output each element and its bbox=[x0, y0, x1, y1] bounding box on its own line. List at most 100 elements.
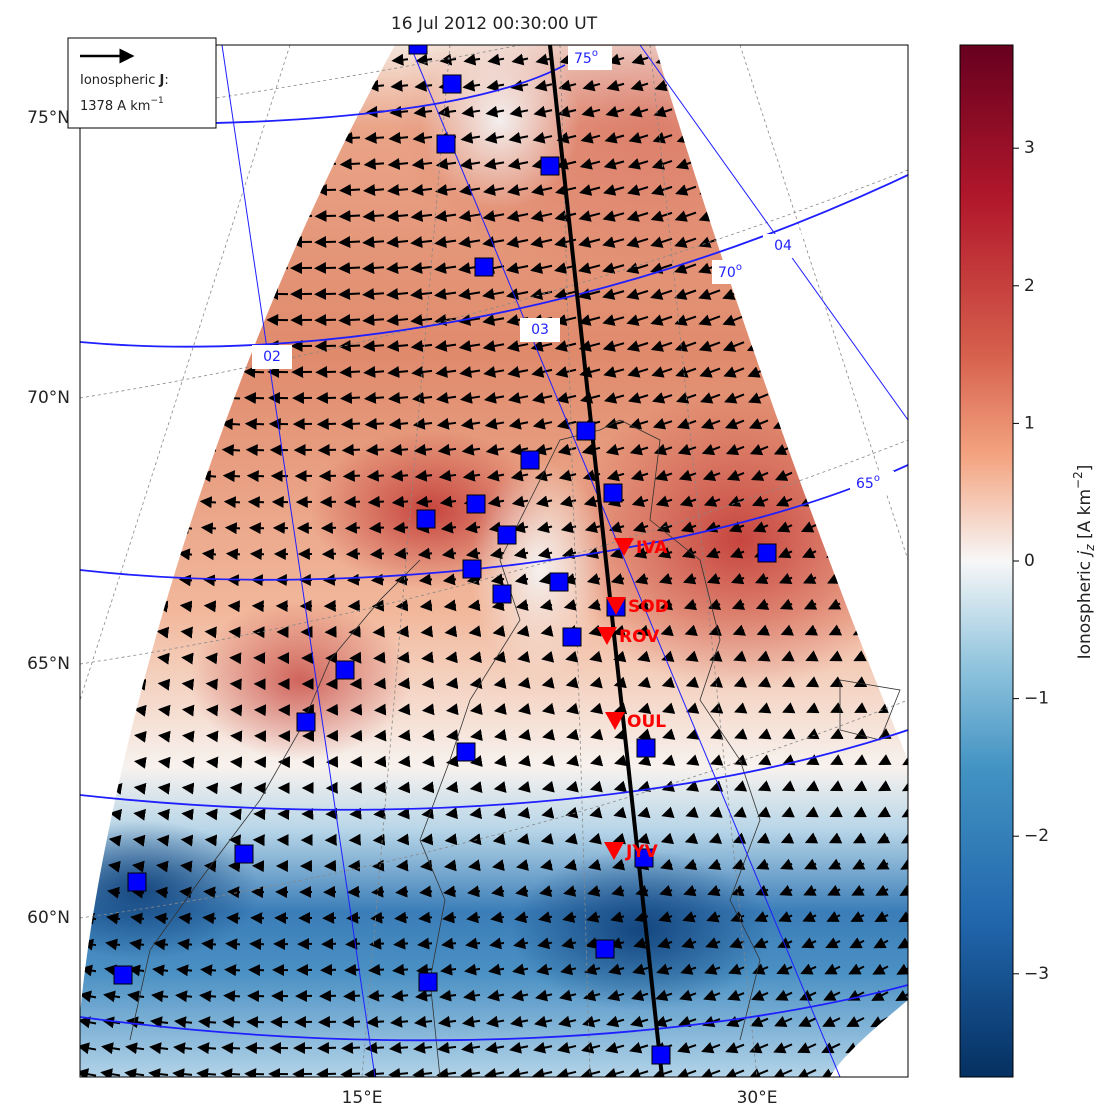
current-arrow bbox=[247, 1048, 264, 1049]
current-arrow bbox=[420, 917, 432, 918]
current-arrow bbox=[342, 1074, 360, 1075]
current-arrow bbox=[184, 762, 192, 763]
current-arrow bbox=[828, 551, 840, 557]
current-arrow bbox=[853, 577, 864, 583]
current-arrow bbox=[196, 241, 216, 242]
current-arrow bbox=[896, 1018, 912, 1027]
current-arrow bbox=[126, 397, 144, 400]
current-arrow bbox=[868, 211, 888, 221]
current-arrow bbox=[851, 525, 864, 532]
current-arrow bbox=[176, 449, 192, 451]
current-arrow bbox=[223, 424, 240, 425]
current-arrow bbox=[133, 579, 144, 581]
current-arrow bbox=[202, 969, 216, 970]
current-arrow bbox=[84, 553, 96, 555]
current-arrow bbox=[246, 398, 264, 399]
current-arrow bbox=[369, 475, 384, 476]
current-arrow bbox=[726, 135, 744, 142]
current-arrow bbox=[446, 605, 456, 606]
current-arrow bbox=[174, 397, 192, 399]
current-arrow bbox=[343, 112, 360, 113]
colorbar-tick-label: 1 bbox=[1024, 413, 1035, 433]
legend-value: 1378 bbox=[80, 99, 113, 114]
current-arrow bbox=[774, 394, 792, 402]
current-arrow bbox=[76, 292, 96, 296]
current-arrow bbox=[106, 501, 120, 503]
current-arrow bbox=[204, 554, 216, 555]
current-arrow bbox=[424, 684, 432, 685]
mlt-label: 02 bbox=[263, 349, 281, 365]
current-arrow bbox=[400, 762, 408, 763]
current-arrow bbox=[902, 603, 912, 609]
current-arrow bbox=[208, 762, 216, 763]
current-arrow bbox=[796, 315, 816, 324]
current-arrow bbox=[131, 527, 144, 529]
current-arrow bbox=[347, 528, 360, 529]
magnetometer bbox=[128, 873, 146, 891]
current-arrow bbox=[200, 449, 216, 450]
magnetometer bbox=[550, 573, 568, 591]
current-arrow bbox=[369, 59, 384, 60]
current-arrow bbox=[320, 450, 336, 451]
colorbar-unit: [A km bbox=[1075, 489, 1095, 544]
current-arrow bbox=[82, 501, 96, 504]
current-arrow bbox=[172, 215, 192, 217]
current-arrow bbox=[230, 866, 240, 867]
current-arrow bbox=[102, 397, 120, 400]
current-arrow bbox=[112, 761, 120, 762]
current-arrow bbox=[134, 631, 144, 632]
current-arrow bbox=[897, 472, 912, 480]
current-arrow bbox=[316, 242, 336, 243]
current-arrow bbox=[798, 160, 816, 168]
current-arrow bbox=[180, 917, 192, 918]
current-arrow bbox=[393, 59, 408, 60]
current-arrow bbox=[135, 657, 144, 658]
current-arrow bbox=[821, 367, 840, 376]
current-arrow bbox=[398, 866, 408, 867]
magnetometer bbox=[637, 739, 655, 757]
current-arrow bbox=[341, 372, 360, 373]
current-arrow bbox=[375, 840, 384, 841]
current-arrow bbox=[345, 60, 360, 61]
current-arrow bbox=[343, 1048, 360, 1049]
current-arrow bbox=[726, 160, 744, 167]
current-arrow bbox=[773, 186, 792, 194]
current-arrow bbox=[748, 290, 768, 298]
current-field bbox=[20, 0, 920, 1079]
current-arrow bbox=[160, 684, 168, 685]
current-arrow bbox=[178, 969, 192, 970]
current-arrow bbox=[424, 762, 432, 763]
colorbar-label: Ionospheric jz [A km−2] bbox=[1071, 465, 1097, 660]
current-arrow bbox=[85, 579, 96, 581]
current-arrow bbox=[372, 918, 384, 919]
current-arrow bbox=[135, 839, 144, 840]
current-arrow bbox=[175, 423, 192, 425]
current-arrow bbox=[248, 86, 264, 87]
current-arrow bbox=[316, 294, 336, 295]
current-arrow bbox=[230, 632, 240, 633]
current-arrow bbox=[845, 367, 864, 376]
current-arrow bbox=[446, 631, 456, 632]
current-arrow bbox=[870, 133, 888, 142]
colorbar-tick-label: −2 bbox=[1024, 826, 1049, 846]
current-arrow bbox=[342, 398, 360, 399]
current-arrow bbox=[231, 840, 240, 841]
current-arrow bbox=[423, 657, 432, 658]
current-arrow bbox=[878, 603, 888, 608]
station-label: JYV bbox=[625, 842, 659, 862]
current-arrow bbox=[877, 577, 888, 583]
current-arrow bbox=[368, 449, 384, 450]
current-arrow bbox=[226, 502, 240, 503]
current-arrow bbox=[226, 970, 240, 971]
current-arrow bbox=[424, 788, 432, 789]
current-arrow bbox=[76, 318, 96, 322]
current-arrow bbox=[876, 551, 888, 557]
current-arrow bbox=[196, 215, 216, 216]
current-arrow bbox=[899, 524, 912, 531]
current-arrow bbox=[349, 892, 360, 893]
current-arrow bbox=[400, 736, 408, 737]
current-arrow bbox=[159, 657, 168, 658]
current-arrow bbox=[111, 657, 120, 658]
current-arrow bbox=[344, 1022, 360, 1023]
current-arrow bbox=[871, 108, 888, 117]
